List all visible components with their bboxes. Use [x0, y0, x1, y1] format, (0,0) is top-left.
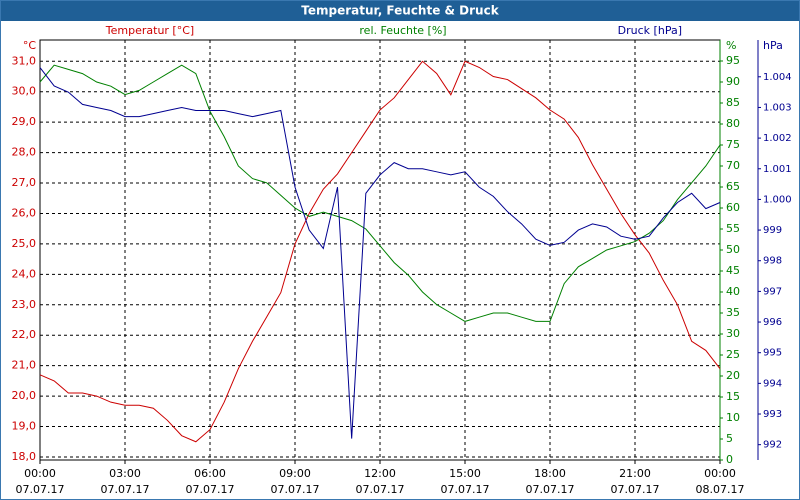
series-line	[39, 64, 721, 322]
y2-tick-label: 90	[726, 75, 740, 88]
y-tick-label: 21,0	[12, 359, 37, 372]
y2-tick-label: 50	[726, 243, 740, 256]
y2-tick-label: 20	[726, 369, 740, 382]
x-tick-label: 18:00	[534, 467, 566, 480]
y2-unit: %	[726, 39, 736, 52]
y-tick-label: 24,0	[12, 267, 37, 280]
y3-tick-label: 1.000	[763, 194, 792, 205]
y2-tick-label: 70	[726, 159, 740, 172]
y2-tick-label: 80	[726, 117, 740, 130]
y3-tick-label: 996	[763, 317, 782, 328]
x-tick-label: 00:00	[704, 467, 736, 480]
series-name: Druck [hPa]	[618, 24, 682, 37]
y2-tick-label: 45	[726, 264, 740, 277]
y3-tick-label: 995	[763, 348, 782, 359]
x-tick-label: 00:00	[24, 467, 56, 480]
series-line	[39, 60, 721, 443]
y2-tick-label: 5	[726, 432, 733, 445]
y2-tick-label: 0	[726, 453, 733, 466]
x-tick-label: 03:00	[109, 467, 141, 480]
y-tick-label: 20,0	[12, 389, 37, 402]
series-name: rel. Feuchte [%]	[359, 24, 446, 37]
x-tick-date: 07.07.17	[186, 483, 235, 496]
y2-tick-label: 85	[726, 96, 740, 109]
title-bar	[1, 1, 799, 21]
y2-tick-label: 40	[726, 285, 740, 298]
chart-title: Temperatur, Feuchte & Druck	[301, 4, 499, 18]
series-name: Temperatur [°C]	[105, 24, 194, 37]
y2-tick-label: 10	[726, 411, 740, 424]
x-tick-label: 06:00	[194, 467, 226, 480]
y-tick-label: 22,0	[12, 328, 37, 341]
x-tick-date: 07.07.17	[356, 483, 405, 496]
x-tick-label: 12:00	[364, 467, 396, 480]
y2-tick-label: 65	[726, 180, 740, 193]
y3-tick-label: 999	[763, 225, 782, 236]
x-tick-label: 15:00	[449, 467, 481, 480]
x-tick-date: 08.07.17	[696, 483, 745, 496]
y3-tick-label: 992	[763, 440, 782, 451]
y3-tick-label: 994	[763, 378, 782, 389]
y2-tick-label: 35	[726, 306, 740, 319]
x-tick-date: 07.07.17	[16, 483, 65, 496]
y3-tick-label: 997	[763, 286, 782, 297]
y2-tick-label: 15	[726, 390, 740, 403]
y-tick-label: 25,0	[12, 237, 37, 250]
y2-tick-label: 60	[726, 201, 740, 214]
y2-tick-label: 55	[726, 222, 740, 235]
y-tick-label: 31,0	[12, 54, 37, 67]
x-tick-label: 21:00	[619, 467, 651, 480]
y2-tick-label: 30	[726, 327, 740, 340]
y-tick-label: 19,0	[12, 420, 37, 433]
y-tick-label: 27,0	[12, 176, 37, 189]
y3-tick-label: 1.002	[763, 133, 792, 144]
y2-tick-label: 75	[726, 138, 740, 151]
y2-tick-label: 95	[726, 54, 740, 67]
y-unit: °C	[23, 39, 37, 52]
x-tick-date: 07.07.17	[526, 483, 575, 496]
x-tick-label: 09:00	[279, 467, 311, 480]
y2-tick-label: 25	[726, 348, 740, 361]
y3-tick-label: 993	[763, 409, 782, 420]
x-tick-date: 07.07.17	[611, 483, 660, 496]
y3-tick-label: 1.004	[763, 72, 792, 83]
y3-tick-label: 998	[763, 256, 782, 267]
y3-tick-label: 1.003	[763, 102, 792, 113]
x-tick-date: 07.07.17	[101, 483, 150, 496]
y-tick-label: 28,0	[12, 146, 37, 159]
series-line	[39, 67, 721, 439]
y3-unit: hPa	[763, 39, 783, 52]
y-tick-label: 29,0	[12, 115, 37, 128]
x-tick-date: 07.07.17	[441, 483, 490, 496]
y-tick-label: 30,0	[12, 85, 37, 98]
y-tick-label: 26,0	[12, 206, 37, 219]
y-tick-label: 18,0	[12, 450, 37, 463]
y-tick-label: 23,0	[12, 298, 37, 311]
y3-tick-label: 1.001	[763, 164, 792, 175]
x-tick-date: 07.07.17	[271, 483, 320, 496]
